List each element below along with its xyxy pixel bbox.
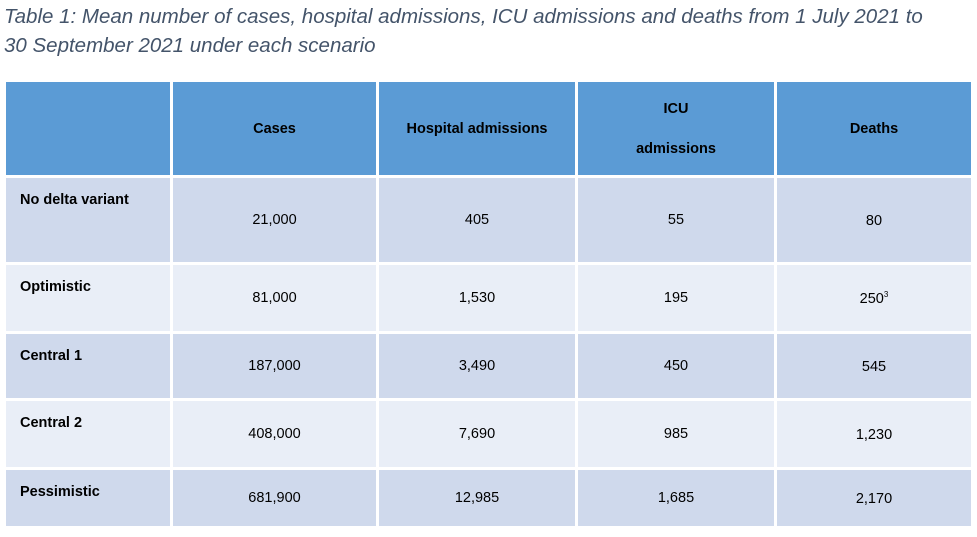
results-table: Cases Hospital admissions ICU admissions… [3,79,974,529]
row-label: Central 2 [3,398,173,470]
table-row: Optimistic 81,000 1,530 195 2503 [3,262,974,334]
cell-icu: 985 [575,398,777,470]
cell-hospital: 12,985 [376,467,578,529]
cell-hospital: 3,490 [376,331,578,401]
deaths-value: 250 [859,290,884,307]
cell-hospital: 7,690 [376,398,578,470]
caption-line-2: 30 September 2021 under each scenario [4,34,376,57]
row-label: Optimistic [3,262,173,334]
deaths-value: 80 [865,212,883,229]
header-icu-admissions: ICU admissions [575,79,777,178]
cell-deaths: 80 [774,175,974,265]
cell-deaths: 1,230 [774,398,974,470]
cell-deaths: 2,170 [774,467,974,529]
header-cases: Cases [170,79,379,178]
header-row: Cases Hospital admissions ICU admissions… [3,79,974,178]
row-label: Pessimistic [3,467,173,529]
row-label: Central 1 [3,331,173,401]
cell-deaths: 545 [774,331,974,401]
header-icu-line-1: ICU [663,100,689,117]
cell-cases: 681,900 [170,467,379,529]
cell-icu: 450 [575,331,777,401]
cell-cases: 81,000 [170,262,379,334]
deaths-value: 2,170 [855,490,893,507]
row-label: No delta variant [3,175,173,265]
table-row: Central 2 408,000 7,690 985 1,230 [3,398,974,470]
header-hospital-admissions: Hospital admissions [376,79,578,178]
cell-icu: 1,685 [575,467,777,529]
cell-cases: 187,000 [170,331,379,401]
table-row: No delta variant 21,000 405 55 80 [3,175,974,265]
cell-deaths: 2503 [774,262,974,334]
caption-line-1: Table 1: Mean number of cases, hospital … [4,5,923,28]
footnote-marker: 3 [883,289,889,299]
header-deaths: Deaths [774,79,974,178]
header-icu-line-2: admissions [636,140,716,157]
cell-icu: 195 [575,262,777,334]
table-row: Pessimistic 681,900 12,985 1,685 2,170 [3,467,974,529]
header-scenario [3,79,173,178]
deaths-value: 1,230 [855,426,893,443]
cell-icu: 55 [575,175,777,265]
deaths-value: 545 [861,358,887,375]
table-row: Central 1 187,000 3,490 450 545 [3,331,974,401]
cell-cases: 21,000 [170,175,379,265]
table-caption: Table 1: Mean number of cases, hospital … [4,2,969,60]
cell-cases: 408,000 [170,398,379,470]
cell-hospital: 1,530 [376,262,578,334]
cell-hospital: 405 [376,175,578,265]
